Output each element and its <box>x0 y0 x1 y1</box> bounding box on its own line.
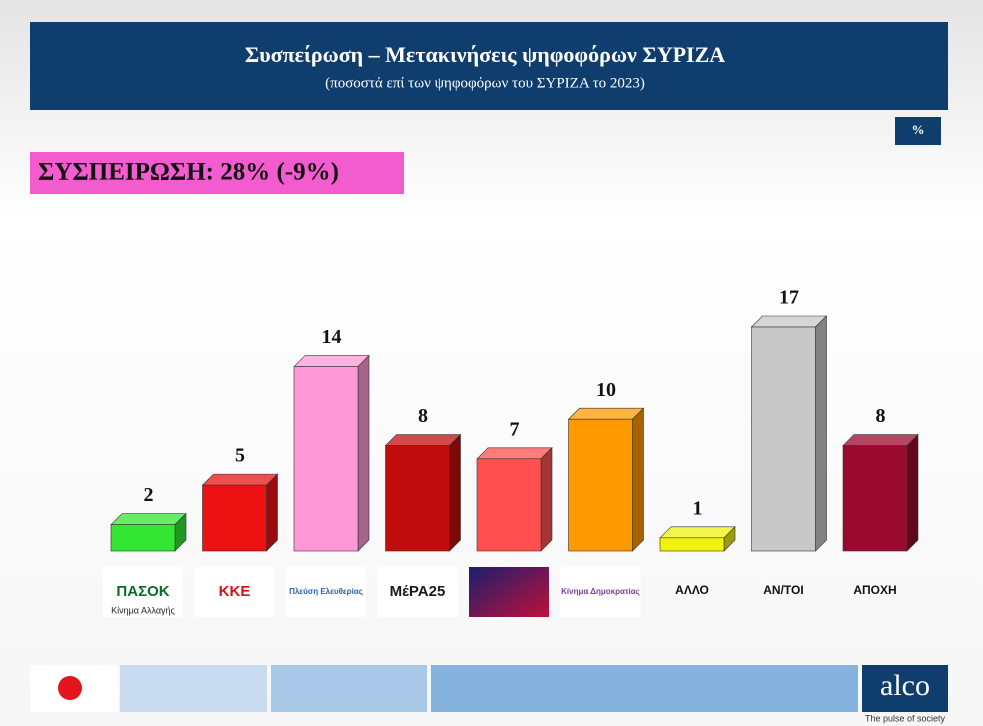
value-label: 2 <box>144 484 154 506</box>
unit-badge <box>895 117 941 145</box>
brand: alco <box>880 669 930 702</box>
party-logo <box>377 567 458 617</box>
news-logo <box>58 676 82 700</box>
bar <box>110 524 176 552</box>
bar <box>385 445 450 552</box>
value-label: 1 <box>693 497 703 519</box>
x-tick-label: ΑΝ/ΤΟΙ <box>763 583 803 597</box>
bar-side <box>632 407 644 552</box>
brand-box <box>862 665 948 712</box>
footer-block <box>271 665 427 712</box>
bar-top <box>750 315 828 328</box>
tagline: The pulse of society <box>865 713 946 723</box>
bar-side <box>449 433 461 552</box>
x-tick-caption: Κίνημα Αλλαγής <box>111 605 175 615</box>
bar-side <box>906 433 919 552</box>
bar-top <box>293 355 370 367</box>
value-label: 10 <box>596 379 616 401</box>
x-tick-label: ΑΠΟΧΗ <box>853 583 896 597</box>
party-logo <box>469 567 549 617</box>
party-logo <box>286 567 366 617</box>
chart-subtitle: (ποσοστά επί των ψηφοφόρων του ΣΥΡΙΖΑ το… <box>325 75 645 91</box>
party-logo <box>560 567 641 617</box>
bar-top <box>567 407 645 420</box>
annotation-box <box>30 152 404 194</box>
value-label: 17 <box>779 287 799 309</box>
value-label: 14 <box>322 326 342 348</box>
header-box <box>30 22 948 110</box>
x-tick-label: ΜέΡΑ25 <box>390 583 446 600</box>
bar-top <box>384 434 462 446</box>
bar-top <box>476 447 553 460</box>
party-logo <box>194 567 275 617</box>
bar-side <box>815 315 827 552</box>
bar <box>659 537 725 552</box>
bar <box>202 484 267 552</box>
bar <box>751 326 816 552</box>
bar-side <box>266 473 278 552</box>
bar <box>476 458 542 552</box>
bar-top <box>659 526 736 539</box>
value-label: 7 <box>510 418 520 440</box>
x-tick-label: ΑΛΛΟ <box>675 583 709 597</box>
bar-side <box>540 447 553 552</box>
chart-title: Συσπείρωση – Μετακινήσεις ψηφοφόρων ΣΥΡΙ… <box>245 42 725 67</box>
footer-block <box>431 665 858 712</box>
annotation: ΣΥΣΠΕΙΡΩΣΗ: 28% (-9%) <box>38 159 339 186</box>
bar-top <box>842 434 919 446</box>
bar <box>293 366 359 552</box>
value-label: 5 <box>235 445 245 467</box>
footer-block <box>120 665 267 712</box>
bar <box>568 418 633 552</box>
unit-badge-text: % <box>912 122 925 137</box>
x-tick-label: ΠΑΣΟΚ <box>116 583 169 600</box>
party-logo <box>103 567 183 617</box>
value-label: 8 <box>876 405 886 427</box>
x-tick-label: Πλεύση Ελευθερίας <box>289 587 363 596</box>
value-label: 8 <box>418 405 428 427</box>
x-tick-label: Κίνημα Δημοκρατίας <box>561 587 640 596</box>
bar <box>842 445 908 552</box>
bar-top <box>110 513 187 525</box>
x-tick-label: ΚΚΕ <box>219 583 251 600</box>
bar-top <box>201 473 279 486</box>
bar-side <box>357 354 370 552</box>
